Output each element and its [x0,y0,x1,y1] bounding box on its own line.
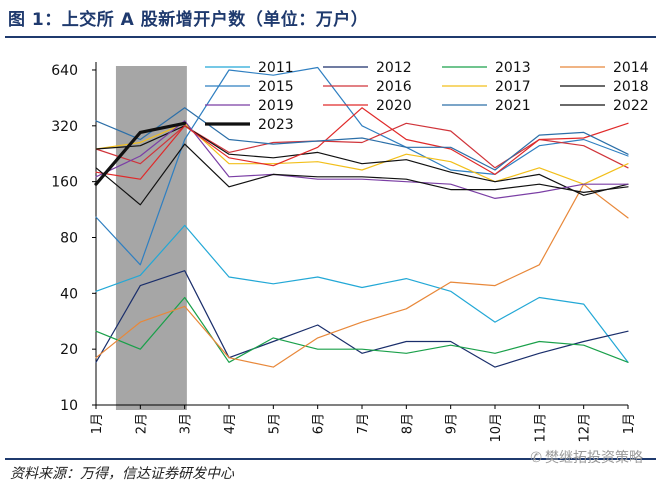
y-tick-label: 80 [60,230,78,246]
legend-label-2019: 2019 [258,98,294,114]
series-line-2014 [95,183,629,368]
series-line-2011 [95,224,629,363]
series-line-2015 [95,66,629,266]
legend-label-2021: 2021 [495,98,531,114]
x-tick-label: 12月 [578,413,593,443]
y-tick-label: 640 [51,63,78,79]
legend-label-2020: 2020 [376,98,412,114]
legend-label-2011: 2011 [258,60,294,76]
wechat-icon: ✆ [530,450,542,466]
series-line-2022 [95,143,629,206]
legend-label-2018: 2018 [613,79,649,95]
y-tick-label: 40 [60,286,78,302]
legend-label-2012: 2012 [376,60,412,76]
watermark: ✆ 樊继拓投资策略 [530,447,643,467]
y-tick-label: 160 [51,175,78,191]
series-line-2012 [95,270,629,368]
shaded-period [115,66,187,410]
x-tick-label: 7月 [356,413,371,434]
x-tick-label: 6月 [312,413,327,434]
series-line-2023 [94,121,187,186]
x-tick-label: 4月 [223,413,238,434]
source-note: 资料来源：万得，信达证券研发中心 [10,466,234,482]
y-tick-label: 20 [60,342,78,358]
x-tick-label: 8月 [400,413,415,434]
y-tick-label: 320 [51,119,78,135]
x-tick-label: 5月 [267,413,282,434]
x-tick-label: 9月 [445,413,460,434]
x-tick-label: 2月 [134,413,149,434]
footer-rule [5,458,656,460]
y-tick-label: 10 [60,398,78,414]
legend-label-2015: 2015 [258,79,294,95]
legend-label-2022: 2022 [613,98,649,114]
legend-label-2017: 2017 [495,79,531,95]
watermark-text: 樊继拓投资策略 [545,450,643,466]
series-line-2013 [95,296,629,363]
x-tick-label: 1月 [622,413,637,434]
legend-label-2014: 2014 [613,60,649,76]
series-line-2021 [95,107,629,171]
legend-label-2013: 2013 [495,60,531,76]
x-tick-label: 1月 [90,413,105,434]
x-tick-label: 10月 [489,413,504,443]
title-underline [5,36,656,38]
chart-title: 图 1：上交所 A 股新增开户数（单位：万户） [8,10,369,30]
legend-label-2023: 2023 [258,117,294,133]
series-line-2019 [95,120,629,199]
legend-label-2016: 2016 [376,79,412,95]
x-tick-label: 11月 [533,413,548,443]
series-line-2020 [95,107,629,180]
x-tick-label: 3月 [179,413,194,434]
